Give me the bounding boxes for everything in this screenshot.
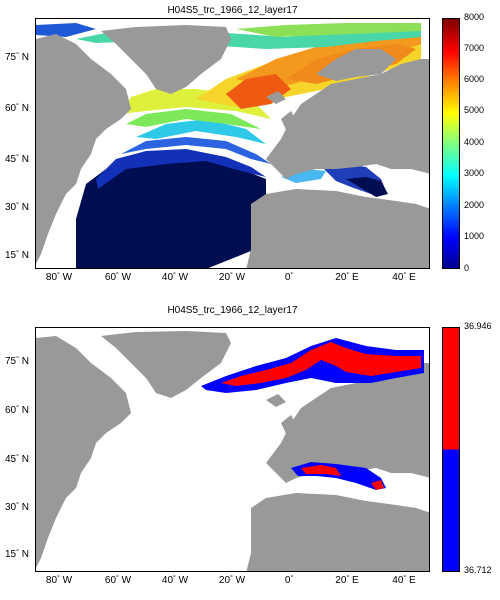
lat-label: 75° N bbox=[5, 52, 29, 63]
bottom-longitude-labels: 80° W 60° W 40° W 20° W 0° 20° E 40° E bbox=[35, 575, 430, 589]
lon-label: 0° bbox=[284, 575, 294, 586]
top-map-panel: H04S5_trc_1966_12_layer17 bbox=[5, 5, 485, 286]
lon-label: 20° E bbox=[335, 272, 359, 283]
bottom-map-title: H04S5_trc_1966_12_layer17 bbox=[167, 305, 298, 316]
top-map bbox=[35, 18, 430, 269]
colorbar-tick: 8000 bbox=[464, 12, 485, 22]
colorbar-tick: 3000 bbox=[464, 168, 485, 178]
bottom-map-canvas bbox=[36, 331, 429, 571]
lon-label: 60° W bbox=[104, 272, 132, 283]
colorbar-tick: 4000 bbox=[464, 137, 485, 147]
lat-label: 30° N bbox=[5, 502, 29, 513]
colorbar-tick: 2000 bbox=[464, 200, 485, 210]
top-land bbox=[36, 25, 429, 268]
colorbar-tick: 36.946 bbox=[464, 321, 492, 331]
colorbar-tick: 7000 bbox=[464, 43, 485, 53]
lat-label: 30° N bbox=[5, 202, 29, 213]
lat-label: 75° N bbox=[5, 356, 29, 367]
colorbar-tick: 5000 bbox=[464, 105, 485, 115]
lon-label: 20° W bbox=[218, 272, 246, 283]
top-map-title: H04S5_trc_1966_12_layer17 bbox=[167, 5, 298, 16]
lon-label: 60° W bbox=[104, 575, 132, 586]
lat-label: 15° N bbox=[5, 549, 29, 560]
lon-label: 80° W bbox=[45, 575, 73, 586]
bottom-colorbar bbox=[442, 327, 460, 572]
lon-label: 40° W bbox=[161, 575, 189, 586]
lon-label: 40° W bbox=[161, 272, 189, 283]
top-map-canvas bbox=[36, 23, 429, 268]
lon-label: 20° W bbox=[218, 575, 246, 586]
lon-label: 80° W bbox=[45, 272, 73, 283]
lon-label: 40° E bbox=[392, 272, 416, 283]
lat-label: 15° N bbox=[5, 250, 29, 261]
colorbar-tick: 0 bbox=[464, 263, 470, 273]
lat-label: 60° N bbox=[5, 405, 29, 416]
lon-label: 40° E bbox=[392, 575, 416, 586]
lat-label: 45° N bbox=[5, 454, 29, 465]
colorbar-tick: 36.712 bbox=[464, 565, 492, 575]
top-longitude-labels: 80° W 60° W 40° W 20° W 0° 20° E 40° E bbox=[35, 272, 430, 286]
colorbar-tick: 6000 bbox=[464, 74, 485, 84]
bottom-land bbox=[36, 331, 429, 571]
lon-label: 20° E bbox=[335, 575, 359, 586]
top-colorbar bbox=[442, 18, 460, 269]
lat-label: 45° N bbox=[5, 154, 29, 165]
bottom-map-panel: H04S5_trc_1966_12_layer17 bbox=[0, 300, 500, 600]
colorbar-tick: 1000 bbox=[464, 231, 485, 241]
lon-label: 0° bbox=[284, 272, 294, 283]
bottom-red-region bbox=[221, 342, 421, 490]
bottom-map bbox=[35, 327, 430, 572]
lat-label: 60° N bbox=[5, 103, 29, 114]
